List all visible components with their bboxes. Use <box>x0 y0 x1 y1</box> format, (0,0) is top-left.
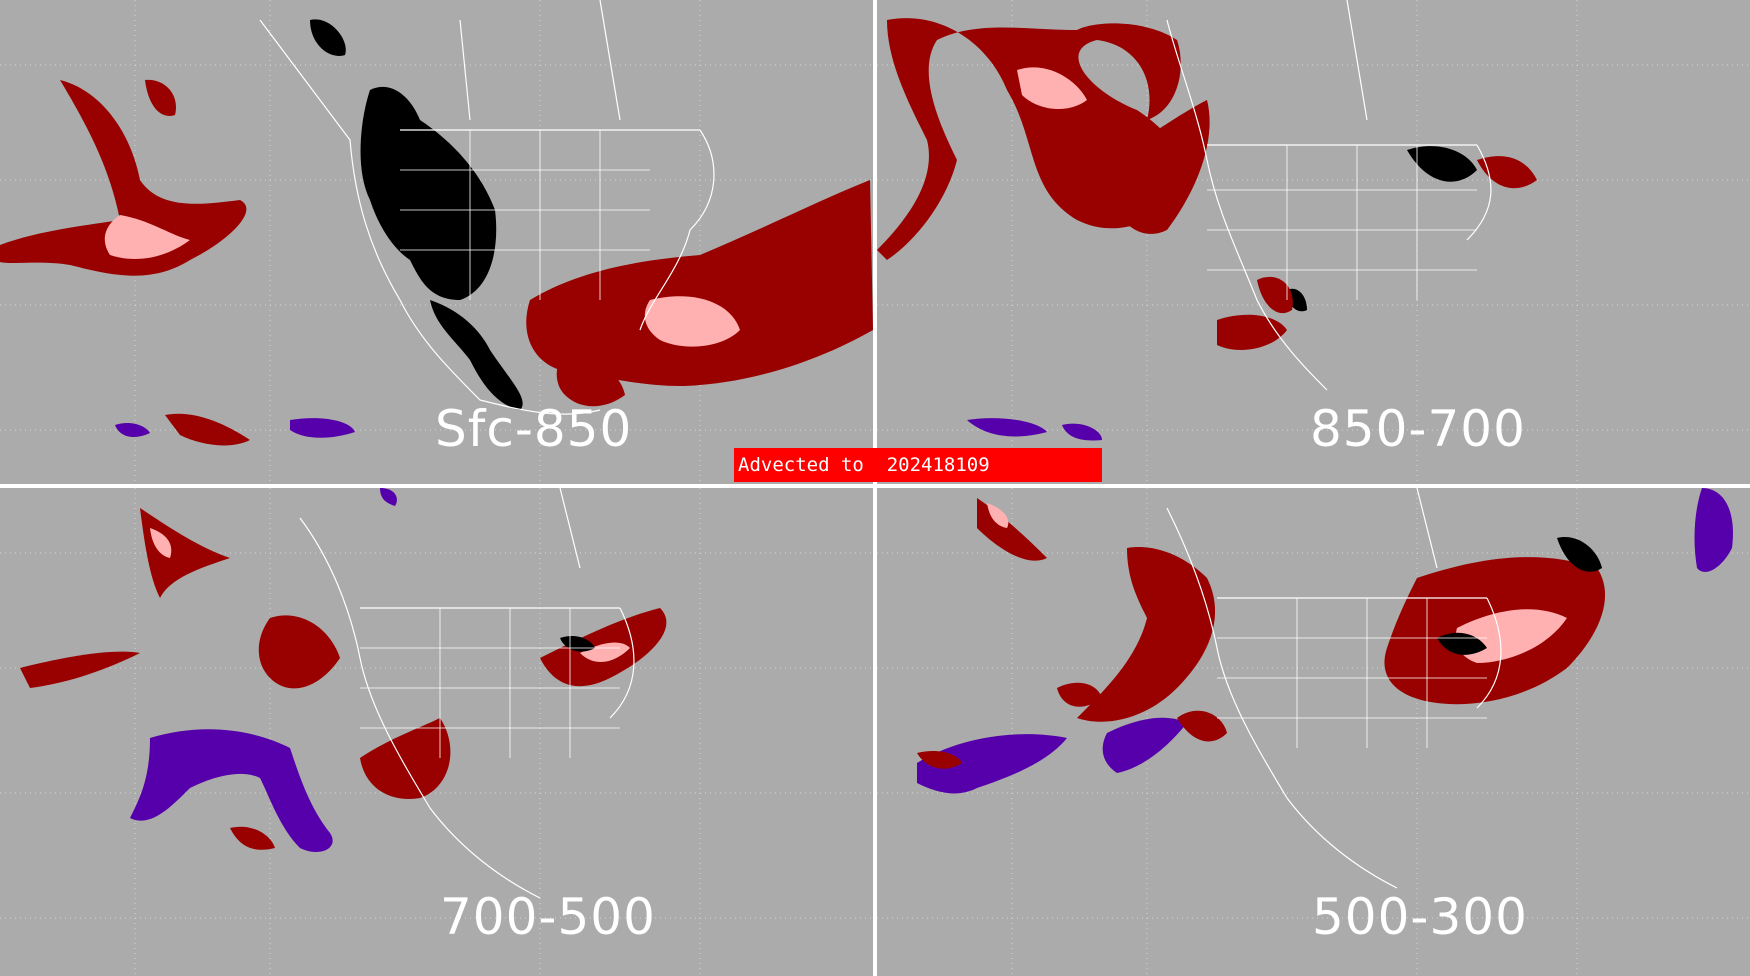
dark-red-region <box>0 80 247 276</box>
dark-red-region <box>1177 710 1227 742</box>
purple-region <box>967 418 1047 437</box>
vertical-divider <box>873 0 877 976</box>
purple-region <box>290 418 355 438</box>
pink-region <box>150 528 172 558</box>
panel-label: Sfc-850 <box>435 400 633 458</box>
dark-red-region <box>1117 29 1177 64</box>
purple-region <box>1694 488 1733 572</box>
state-borders <box>1207 145 1477 300</box>
black-region <box>360 86 497 300</box>
panel-label: 700-500 <box>440 888 656 946</box>
map-panel-700-500 <box>0 488 873 976</box>
dark-red-region <box>1077 547 1216 722</box>
dark-red-region <box>1477 156 1537 189</box>
dark-red-region <box>258 615 340 689</box>
black-region <box>1557 537 1602 572</box>
panel-label: 850-700 <box>1310 400 1526 458</box>
map-layer <box>877 0 1750 484</box>
pink-region <box>104 215 190 260</box>
purple-region <box>1102 717 1187 773</box>
state-borders <box>1217 598 1487 748</box>
panel-label: 500-300 <box>1312 888 1528 946</box>
advected-banner: Advected to 202418109 <box>734 448 1102 482</box>
black-region <box>430 300 523 410</box>
pink-region <box>1017 67 1087 110</box>
coastline <box>1166 488 1502 889</box>
map-panel-500-300 <box>877 488 1750 976</box>
black-region <box>1407 146 1477 182</box>
dark-red-region <box>20 651 140 688</box>
dark-red-region <box>1257 276 1293 314</box>
map-panel-sfc-850 <box>0 0 873 484</box>
map-layer <box>0 488 873 976</box>
coastline <box>259 0 715 415</box>
black-region <box>310 19 346 56</box>
purple-region <box>115 422 150 437</box>
dark-red-region <box>1057 682 1102 707</box>
horizontal-divider <box>0 484 1750 488</box>
pink-region <box>987 503 1009 528</box>
coastline <box>1166 0 1492 391</box>
map-layer <box>0 0 873 484</box>
dark-red-region <box>230 826 275 850</box>
purple-region <box>380 488 397 506</box>
dark-red-region <box>977 498 1047 561</box>
map-layer <box>877 488 1750 976</box>
dark-red-region <box>877 18 1188 260</box>
pink-region <box>644 296 740 347</box>
dark-red-region <box>360 718 451 799</box>
dark-red-region <box>1217 314 1287 350</box>
purple-region <box>1062 423 1102 441</box>
dark-red-region <box>526 180 873 387</box>
dark-red-region <box>917 751 962 769</box>
purple-region <box>130 729 333 853</box>
pink-region <box>580 642 630 663</box>
coastline <box>299 488 635 899</box>
dark-red-region <box>556 359 625 407</box>
dark-red-region <box>1117 100 1210 234</box>
dark-red-region <box>165 413 250 446</box>
state-borders <box>360 608 620 758</box>
dark-red-region <box>145 79 176 116</box>
map-panel-850-700 <box>877 0 1750 484</box>
state-borders <box>400 130 650 300</box>
dark-red-region <box>140 508 230 598</box>
purple-region <box>917 734 1067 794</box>
